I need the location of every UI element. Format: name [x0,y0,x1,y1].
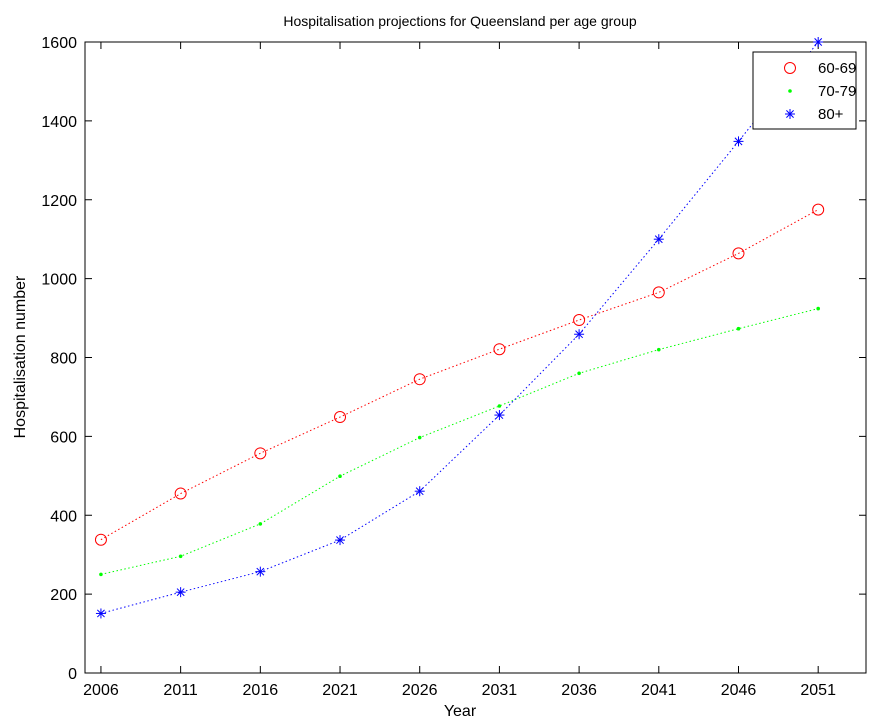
y-axis-ticks: 0 200 400 600 800 1000 1200 1400 1600 [41,35,866,683]
legend-marker [785,109,795,119]
y-tick-label: 1600 [41,35,77,52]
legend: 60-69 70-79 80+ [752,51,857,130]
series-line [100,209,819,541]
legend-label: 70-79 [818,83,856,100]
data-point [175,587,186,598]
data-point [413,373,426,386]
series-layer [94,37,825,619]
data-point [338,474,342,479]
legend-label: 80+ [818,106,844,123]
data-point [733,136,744,147]
asterisk-stroke [654,235,663,244]
data-point [99,572,103,577]
data-point [258,522,263,526]
legend-label: 60-69 [818,60,856,77]
data-point [254,447,267,460]
x-tick-label: 2016 [243,682,279,699]
data-point [493,343,506,356]
x-tick-label: 2021 [322,682,358,699]
asterisk-stroke [176,588,185,597]
data-point [732,247,745,260]
legend-box [752,51,857,130]
plot-area [84,41,867,674]
asterisk-stroke [336,536,344,545]
asterisk-stroke [415,487,424,496]
data-point [94,533,107,546]
data-point [178,554,183,559]
y-tick-label: 400 [50,508,77,525]
x-tick-label: 2026 [402,682,438,699]
series-line [100,41,819,614]
y-tick-label: 1400 [41,114,77,131]
x-tick-label: 2051 [800,682,836,699]
data-point [577,371,581,376]
x-tick-label: 2006 [83,682,119,699]
series-80-group [95,37,824,619]
asterisk-stroke [734,137,743,146]
asterisk-stroke [575,330,584,339]
x-tick-label: 2041 [641,682,677,699]
data-point [656,347,661,352]
legend-marker [788,89,792,93]
y-tick-label: 1000 [41,272,77,289]
y-axis-label: Hospitalisation number [12,275,29,438]
y-tick-label: 0 [68,666,77,683]
asterisk-stroke [814,38,823,46]
asterisk-stroke [256,567,265,576]
data-point [736,326,741,331]
y-tick-label: 1200 [41,193,77,210]
y-tick-label: 600 [50,429,77,446]
x-axis-label: Year [444,703,477,720]
data-point [335,535,346,546]
data-point [812,203,825,216]
chart-title: Hospitalisation projections for Queensla… [283,13,637,29]
data-point [813,37,824,47]
data-point [494,410,505,421]
data-point [174,487,187,500]
data-point [255,566,266,577]
data-point [653,234,664,245]
x-tick-label: 2031 [482,682,518,699]
data-point [573,314,586,327]
series-70-79-group [99,306,820,577]
series-line [100,308,819,575]
series-60-69-group [94,203,825,546]
y-tick-label: 200 [50,587,77,604]
asterisk-stroke [495,411,504,420]
asterisk-stroke [96,609,105,618]
data-point [417,435,422,440]
data-point [334,411,347,424]
x-tick-label: 2046 [721,682,757,699]
x-axis-ticks: 2006 2011 2016 2021 2026 2031 2036 2041 2046 2051 [83,42,836,699]
data-point [95,608,106,619]
data-point [574,329,585,340]
x-tick-label: 2011 [163,682,198,699]
data-point [816,306,820,311]
data-point [497,404,502,408]
x-tick-label: 2036 [561,682,597,699]
data-point [652,286,665,299]
asterisk-stroke [786,110,794,118]
legend-marker [784,62,796,74]
y-tick-label: 800 [50,351,77,368]
data-point [414,486,425,497]
